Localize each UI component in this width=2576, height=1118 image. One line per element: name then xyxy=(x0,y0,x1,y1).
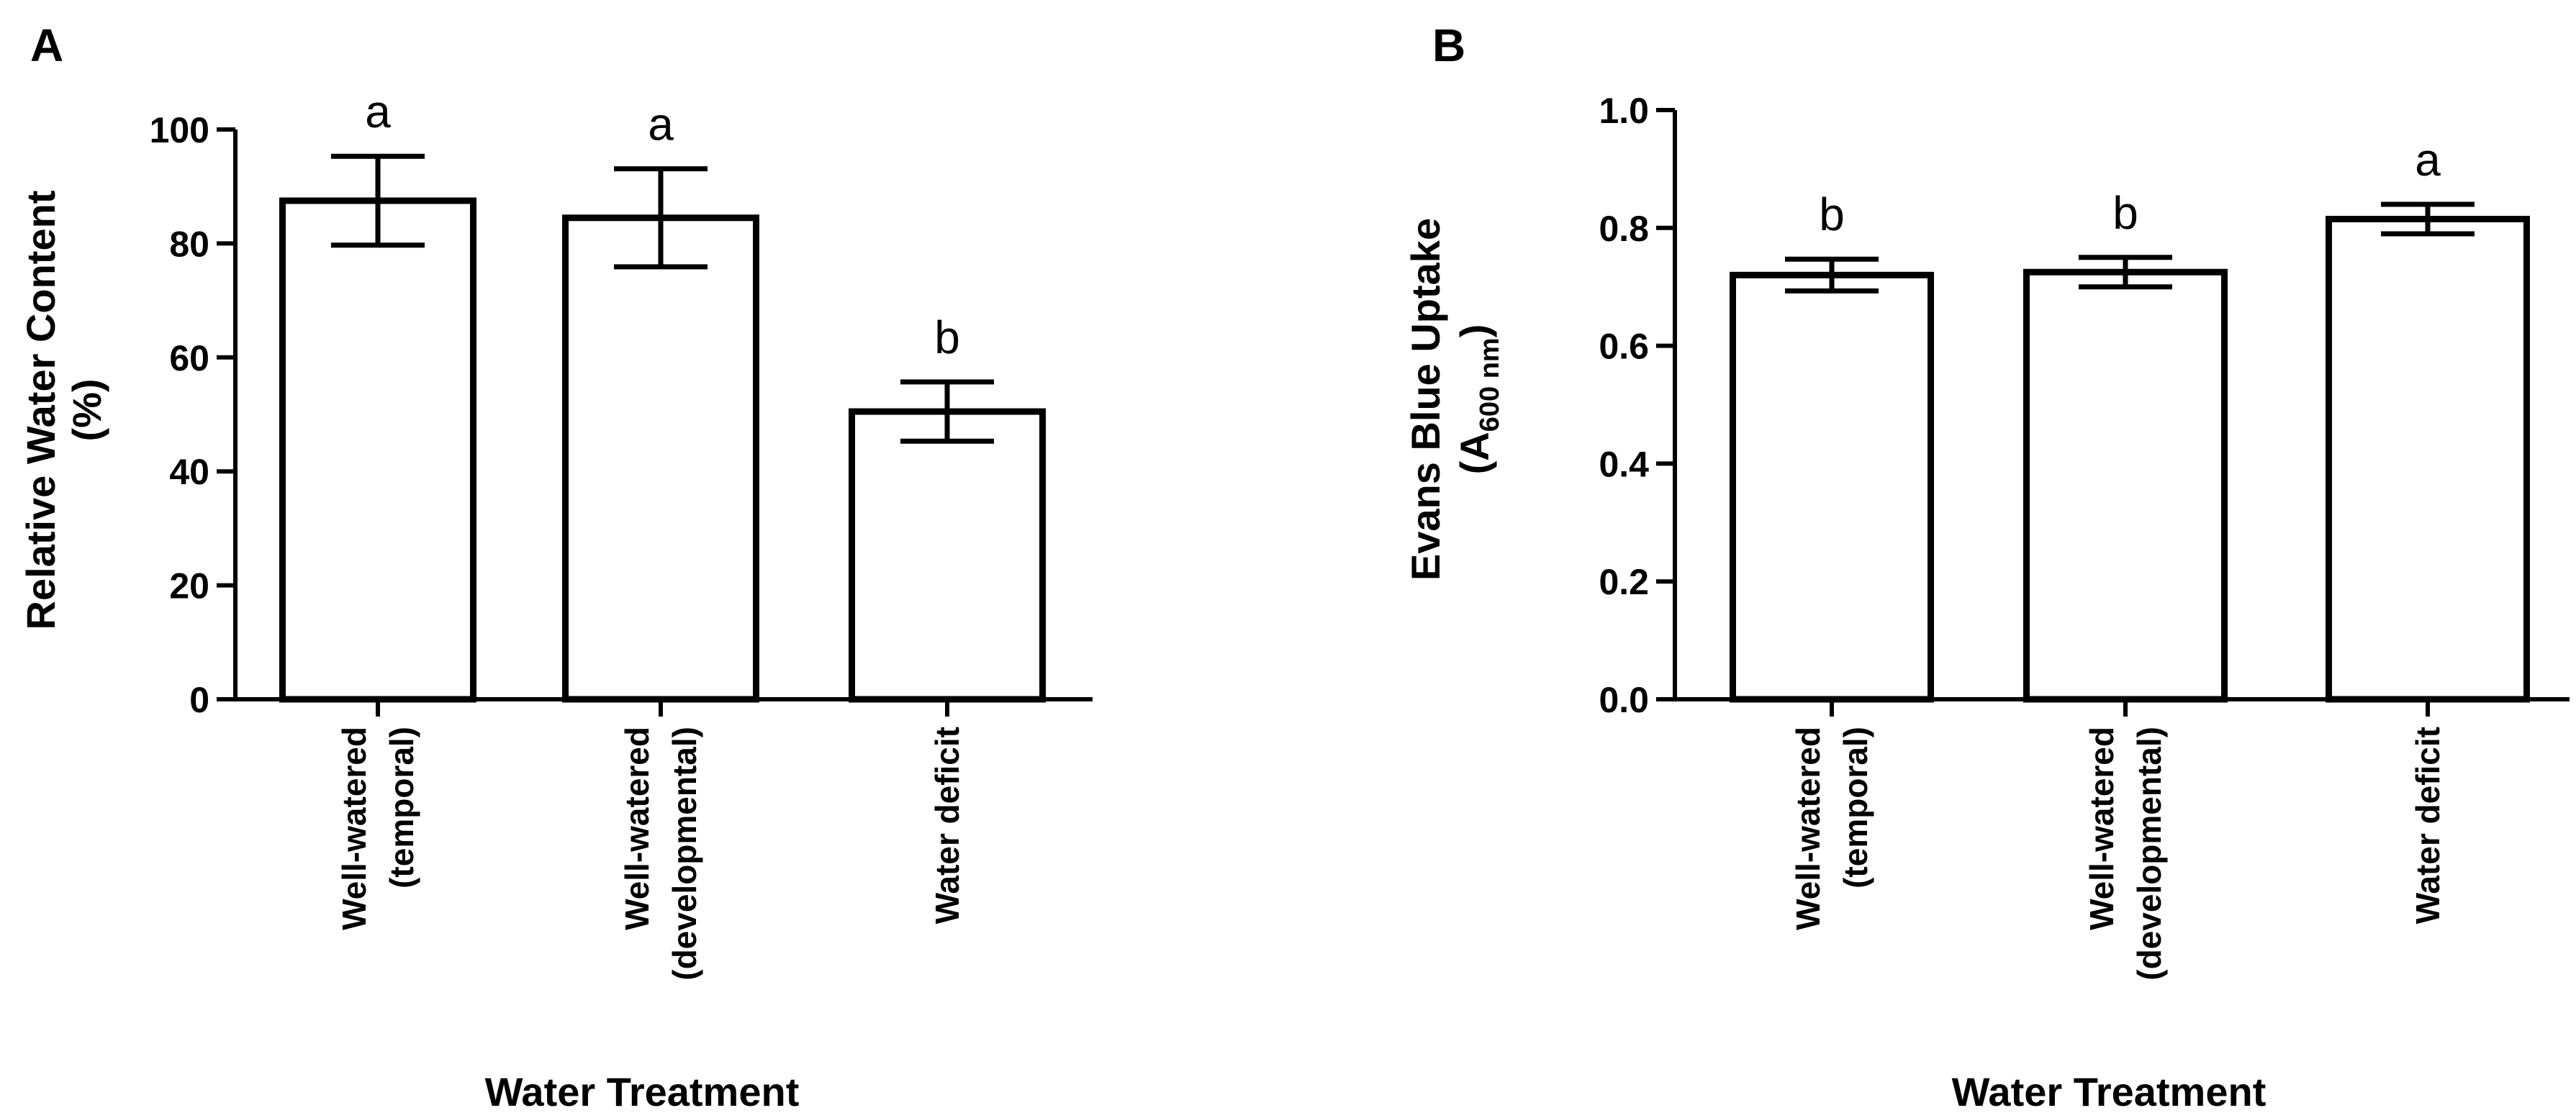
panel-b-ylabel-unit-close: ) xyxy=(1452,324,1497,338)
panel-b-significance-letter: b xyxy=(2112,187,2138,239)
panel-b-label: B xyxy=(1432,19,1465,71)
panel-b-ylabel-line2: (A600 nm) xyxy=(1452,324,1505,475)
panel-a-category-label: (developmental) xyxy=(666,727,703,981)
panel-b-xlabel: Water Treatment xyxy=(1952,1069,2267,1114)
panel-b-y-tick-label: 0.6 xyxy=(1599,327,1649,367)
panel-b-ylabel-line1: Evans Blue Uptake xyxy=(1403,218,1448,581)
panel-a-category-label: (temporal) xyxy=(383,727,420,889)
panel-a-ylabel-line1: Relative Water Content xyxy=(18,191,63,630)
panel-a-xlabel: Water Treatment xyxy=(485,1069,800,1114)
panel-b-y-tick-label: 0.0 xyxy=(1599,680,1649,720)
panel-a-significance-letter: b xyxy=(934,312,960,363)
panel-b-bar xyxy=(1730,271,1934,703)
panel-b-category-label: Well-watered xyxy=(1789,727,1827,930)
panel-b-ylabel-unit-sub: 600 nm xyxy=(1475,337,1505,432)
panel-a-ylabel-line2: (%) xyxy=(64,378,109,441)
panel-b-y-tick-label: 1.0 xyxy=(1599,91,1649,131)
panel-a-y-tick-label: 80 xyxy=(169,224,209,264)
panel-b-category-label: (developmental) xyxy=(2130,727,2168,981)
panel-a-y-tick-label: 20 xyxy=(169,566,209,606)
panel-b-category-label: (temporal) xyxy=(1837,727,1874,889)
panel-b-chart: B Water Treatment Evans Blue Uptake (A60… xyxy=(1403,19,2570,1114)
panel-a-y-tick-label: 40 xyxy=(169,452,209,492)
panel-a-bar xyxy=(849,408,1046,703)
panel-b-category-label: Well-watered xyxy=(2083,727,2120,930)
panel-a-category-label: Water deficit xyxy=(928,727,966,924)
panel-a-y-tick-label: 60 xyxy=(169,338,209,378)
panel-b-significance-letter: a xyxy=(2415,134,2441,186)
panel-b-bar xyxy=(2326,216,2530,703)
panel-a-category-label: Well-watered xyxy=(335,727,373,930)
panel-a-label: A xyxy=(30,19,63,71)
panel-b-y-tick-label: 0.8 xyxy=(1599,209,1649,249)
panel-a-significance-letter: a xyxy=(365,86,391,137)
panel-a-significance-letter: a xyxy=(648,99,674,150)
panel-a-bar xyxy=(562,214,759,703)
panel-a-category-label: Well-watered xyxy=(618,727,656,930)
panel-b-ylabel-unit-open: (A xyxy=(1452,432,1497,474)
panel-b-category-label: Water deficit xyxy=(2409,727,2446,924)
panel-b-y-tick-label: 0.4 xyxy=(1599,444,1649,484)
panel-b-bar xyxy=(2023,268,2228,703)
panel-a-chart: A Water Treatment Relative Water Content… xyxy=(18,19,1093,1114)
panel-a-y-tick-label: 0 xyxy=(189,680,209,720)
panel-b-significance-letter: b xyxy=(1819,188,1845,240)
panel-a-bar xyxy=(279,197,476,703)
panel-a-y-tick-label: 100 xyxy=(150,110,209,150)
panel-b-y-tick-label: 0.2 xyxy=(1599,562,1649,602)
